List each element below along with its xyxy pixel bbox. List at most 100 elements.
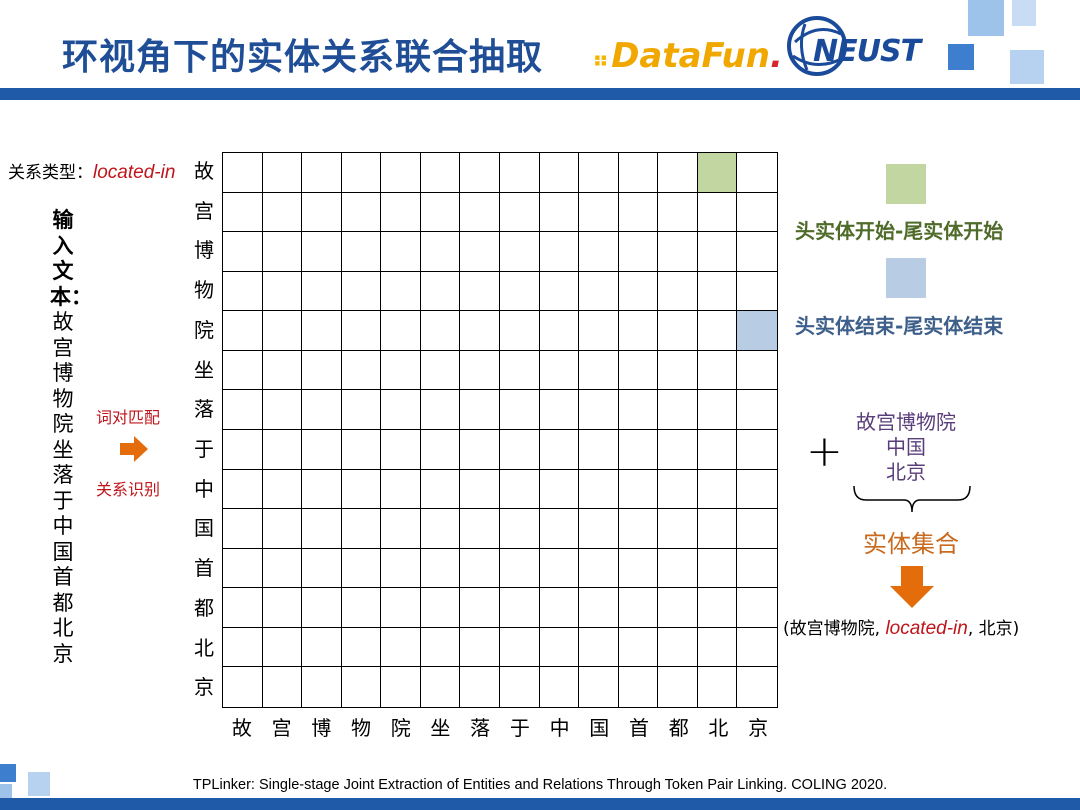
matrix-cell: [302, 390, 342, 430]
result-close: , 北京): [967, 619, 1020, 639]
matrix-cell: [658, 548, 698, 589]
matrix-cell: [658, 232, 698, 272]
matrix-cell: [262, 627, 303, 668]
matrix-cell: [500, 271, 540, 312]
matrix-cell: [420, 153, 461, 193]
matrix-cell: [460, 153, 500, 193]
row-token-label: 中: [194, 476, 214, 501]
matrix-cell: [579, 390, 619, 430]
column-token-label: 中: [549, 716, 570, 740]
matrix-cell-start-marked: [697, 153, 738, 193]
matrix-cell: [223, 311, 263, 351]
matrix-cell: [302, 232, 342, 272]
matrix-cell: [381, 350, 421, 391]
matrix-cell: [420, 588, 461, 628]
legend-swatch-start: [886, 164, 926, 204]
matrix-cell: [262, 192, 303, 233]
matrix-cell: [618, 153, 659, 193]
matrix-cell: [223, 430, 263, 470]
legend-swatch-end: [886, 258, 926, 298]
matrix-cell: [737, 351, 777, 391]
column-token-label: 博: [311, 716, 332, 740]
matrix-cell: [697, 588, 738, 628]
row-token-label: 坐: [194, 357, 214, 382]
matrix-cell: [262, 548, 303, 589]
matrix-cell: [500, 311, 540, 351]
matrix-cell: [579, 509, 619, 549]
matrix-cell: [579, 667, 619, 707]
matrix-cell: [262, 311, 303, 351]
row-token-label: 宫: [194, 198, 214, 223]
matrix-cell: [539, 588, 580, 628]
word-pair-matching-label: 词对匹配: [96, 408, 161, 427]
matrix-cell: [302, 271, 342, 312]
matrix-cell: [420, 548, 461, 589]
nelist-logo-text: NEUST: [813, 34, 921, 69]
matrix-cell: [697, 350, 738, 391]
matrix-cell: [658, 627, 698, 668]
matrix-cell: [539, 390, 580, 430]
matrix-cell: [618, 192, 659, 233]
matrix-cell: [500, 192, 540, 233]
matrix-cell: [420, 350, 461, 391]
matrix-cell: [539, 271, 580, 312]
matrix-cell: [500, 588, 540, 628]
entity-list: 故宫博物院 中国 北京: [838, 410, 974, 485]
matrix-cell: [381, 627, 421, 668]
matrix-cell: [500, 509, 540, 549]
matrix-cell: [341, 271, 382, 312]
matrix-cell: [697, 311, 738, 351]
matrix-cell: [420, 469, 461, 510]
relation-type: 关系类型：located-in: [8, 158, 175, 184]
matrix-cell: [737, 272, 777, 312]
decor-square: [28, 772, 50, 796]
matrix-cell: [381, 311, 421, 351]
column-token-label: 国: [589, 716, 610, 740]
decor-square: [948, 44, 974, 70]
row-token-label: 北: [194, 635, 214, 660]
matrix-cell: [262, 469, 303, 510]
matrix-cell: [618, 350, 659, 391]
row-token-label: 首: [194, 556, 214, 581]
matrix-cell: [500, 469, 540, 510]
matrix-cell: [658, 350, 698, 391]
matrix-cell: [420, 430, 461, 470]
matrix-cell: [658, 192, 698, 233]
matrix-cell: [381, 509, 421, 549]
matrix-cell: [579, 350, 619, 391]
citation: TPLinker: Single-stage Joint Extraction …: [192, 777, 888, 793]
matrix-cell: [381, 469, 421, 510]
relation-type-label: 关系类型：: [8, 163, 93, 183]
matrix-cell: [539, 311, 580, 351]
column-token-label: 于: [509, 716, 530, 740]
matrix-cell: [420, 311, 461, 351]
matrix-cell: [302, 548, 342, 589]
matrix-cell: [500, 548, 540, 589]
matrix-cell: [737, 232, 777, 272]
matrix-cell: [540, 667, 580, 707]
row-token-label: 故: [194, 159, 214, 183]
matrix-cell-end-marked: [737, 311, 777, 351]
matrix-cell: [460, 390, 500, 430]
matrix-cell: [341, 311, 382, 351]
matrix-cell: [262, 588, 303, 628]
matrix-cell: [460, 509, 500, 549]
matrix-cell: [263, 667, 303, 707]
relation-recognition-label: 关系识别: [96, 480, 161, 499]
matrix-cell: [341, 430, 382, 470]
matrix-cell: [460, 311, 500, 351]
matrix-cell: [302, 192, 342, 233]
matrix-cell: [421, 667, 461, 707]
matrix-cell: [579, 232, 619, 272]
matrix-cell: [302, 627, 342, 668]
matrix-cell: [341, 153, 382, 193]
plus-sign: +: [806, 426, 843, 477]
column-token-label: 首: [629, 716, 649, 740]
row-token-label: 于: [194, 437, 214, 461]
matrix-cell: [697, 548, 738, 589]
datafun-logo-text: DataFun: [611, 36, 770, 76]
brace-icon: [853, 485, 971, 513]
matrix-cell: [658, 469, 698, 510]
matrix-cell: [341, 192, 382, 233]
matrix-cell: [658, 311, 698, 351]
